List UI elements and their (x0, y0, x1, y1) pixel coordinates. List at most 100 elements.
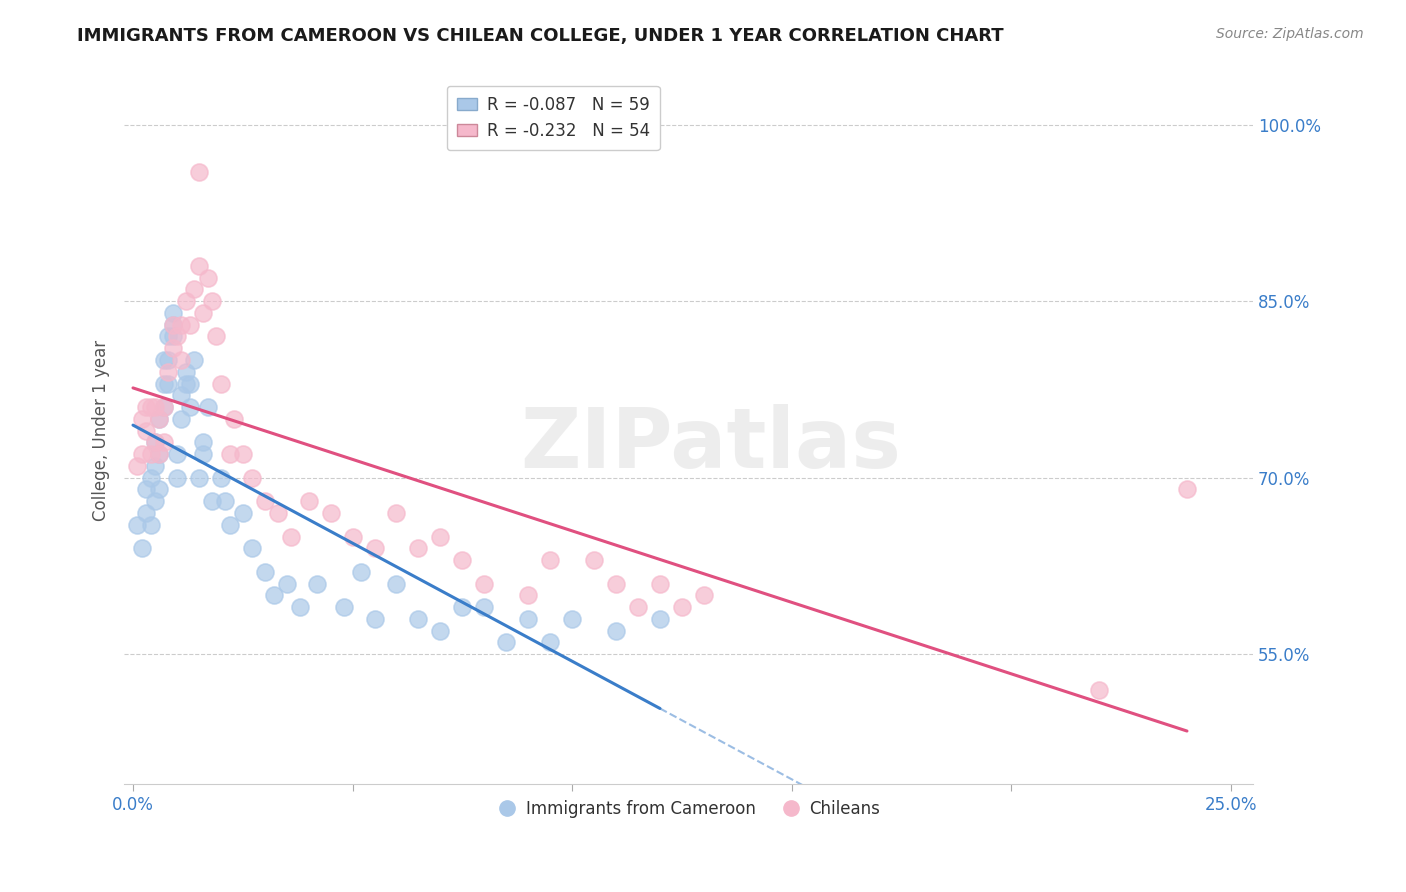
Point (583, 553, 606, 567)
Point (183, 282, 205, 296)
Point (429, 529, 451, 543)
Point (179, 318, 201, 332)
Point (209, 376, 232, 391)
Point (201, 494, 224, 508)
Point (240, 471, 263, 485)
Point (183, 353, 205, 368)
Point (1088, 682, 1111, 697)
Point (429, 624, 451, 638)
Point (385, 506, 408, 520)
Point (538, 553, 561, 567)
Point (197, 400, 219, 414)
Point (538, 635, 561, 649)
Point (307, 576, 329, 591)
Point (472, 600, 495, 615)
Point (214, 494, 236, 508)
Point (605, 576, 627, 591)
Point (288, 600, 311, 615)
Point (561, 612, 583, 626)
Point (193, 435, 215, 450)
Point (170, 412, 193, 426)
Point (131, 447, 153, 461)
Point (152, 353, 174, 368)
Point (152, 400, 174, 414)
Text: ZIPatlas: ZIPatlas (520, 404, 901, 485)
Point (187, 471, 209, 485)
Point (152, 400, 174, 414)
Point (218, 447, 240, 461)
Point (157, 376, 180, 391)
Point (671, 600, 693, 615)
Point (187, 259, 209, 273)
Point (209, 471, 232, 485)
Point (693, 588, 716, 602)
Point (174, 365, 197, 379)
Point (363, 612, 385, 626)
Point (139, 447, 162, 461)
Point (170, 388, 193, 402)
Point (148, 412, 170, 426)
Point (517, 612, 540, 626)
Point (166, 471, 188, 485)
Point (162, 329, 184, 343)
Point (517, 588, 540, 602)
Point (131, 541, 153, 556)
Point (253, 494, 276, 508)
Point (139, 517, 162, 532)
Point (166, 329, 188, 343)
Point (263, 588, 285, 602)
Point (162, 318, 184, 332)
Point (253, 565, 276, 579)
Point (143, 435, 166, 450)
Point (157, 353, 180, 368)
Point (319, 506, 342, 520)
Point (127, 458, 149, 473)
Point (166, 447, 188, 461)
Point (152, 435, 174, 450)
Point (162, 306, 184, 320)
Point (179, 376, 201, 391)
Point (451, 600, 474, 615)
Point (148, 447, 170, 461)
Legend: Immigrants from Cameroon, Chileans: Immigrants from Cameroon, Chileans (491, 794, 886, 825)
Point (232, 506, 254, 520)
Point (350, 565, 373, 579)
Point (170, 353, 193, 368)
Point (143, 494, 166, 508)
Point (170, 318, 193, 332)
Point (179, 400, 201, 414)
Point (201, 294, 224, 309)
Point (232, 447, 254, 461)
Point (472, 576, 495, 591)
Point (1175, 483, 1198, 497)
Point (135, 506, 157, 520)
Point (143, 435, 166, 450)
Point (451, 553, 474, 567)
Point (127, 517, 149, 532)
Point (143, 400, 166, 414)
Point (342, 529, 364, 543)
Point (363, 541, 385, 556)
Point (135, 483, 157, 497)
Point (197, 270, 219, 285)
Point (135, 400, 157, 414)
Point (627, 600, 650, 615)
Point (148, 483, 170, 497)
Point (193, 306, 215, 320)
Point (162, 318, 184, 332)
Point (385, 576, 408, 591)
Text: IMMIGRANTS FROM CAMEROON VS CHILEAN COLLEGE, UNDER 1 YEAR CORRELATION CHART: IMMIGRANTS FROM CAMEROON VS CHILEAN COLL… (77, 27, 1004, 45)
Text: Source: ZipAtlas.com: Source: ZipAtlas.com (1216, 27, 1364, 41)
Point (648, 576, 671, 591)
Point (193, 447, 215, 461)
Point (267, 506, 290, 520)
Point (131, 412, 153, 426)
Point (222, 412, 245, 426)
Point (148, 447, 170, 461)
Point (143, 458, 166, 473)
Point (174, 376, 197, 391)
Point (157, 365, 180, 379)
Point (648, 612, 671, 626)
Point (495, 635, 517, 649)
Point (139, 400, 162, 414)
